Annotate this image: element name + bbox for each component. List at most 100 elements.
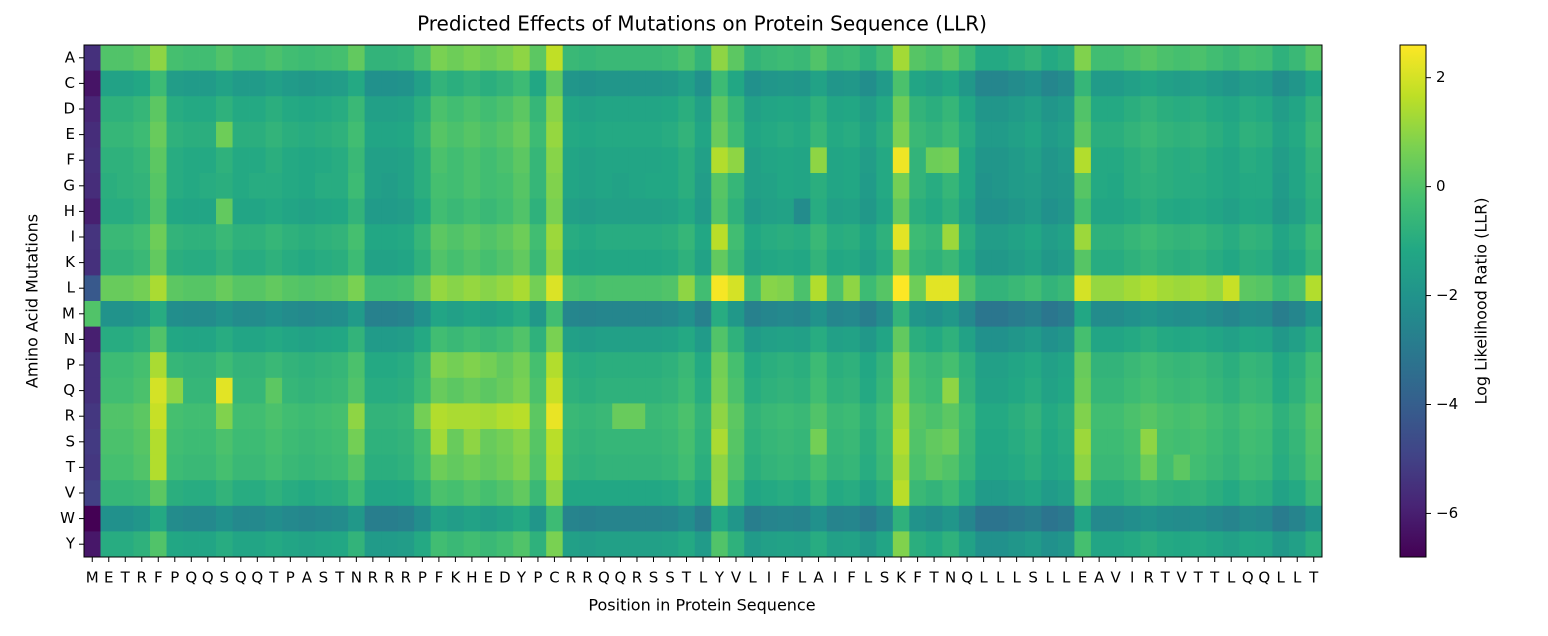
heatmap-cell xyxy=(1173,96,1191,123)
heatmap-cell xyxy=(315,173,332,199)
heatmap-cell xyxy=(546,301,564,327)
heatmap-cell xyxy=(1239,70,1257,97)
heatmap-cell xyxy=(1255,377,1273,404)
heatmap-cell xyxy=(1272,301,1290,327)
y-tick-label: K xyxy=(65,253,76,271)
heatmap-cell xyxy=(397,352,415,379)
heatmap-cell xyxy=(1305,96,1323,123)
heatmap-cell xyxy=(793,326,811,353)
heatmap-cell xyxy=(364,121,382,148)
heatmap-cell xyxy=(991,480,1009,507)
heatmap-cell xyxy=(1272,45,1290,71)
heatmap-cell xyxy=(414,224,432,251)
heatmap-cell xyxy=(991,173,1009,199)
heatmap-cell xyxy=(859,224,877,251)
heatmap-cell xyxy=(975,352,993,379)
heatmap-cell xyxy=(1024,173,1042,199)
heatmap-cell xyxy=(1090,531,1108,558)
heatmap-cell xyxy=(1305,173,1323,199)
heatmap-cell xyxy=(1123,198,1141,225)
heatmap-cell xyxy=(942,301,960,327)
heatmap-cell xyxy=(348,352,366,379)
heatmap-cell xyxy=(249,505,266,532)
x-tick-label: E xyxy=(1078,569,1087,587)
heatmap-cell xyxy=(612,121,630,148)
heatmap-cell xyxy=(166,377,184,404)
heatmap-cell xyxy=(447,531,465,558)
heatmap-cell xyxy=(727,429,745,455)
heatmap-cell xyxy=(1008,70,1026,97)
heatmap-cell xyxy=(810,224,828,251)
heatmap-cell xyxy=(628,45,646,71)
heatmap-cell xyxy=(1074,249,1092,276)
heatmap-cell xyxy=(562,454,580,481)
heatmap-cell xyxy=(1189,147,1207,174)
heatmap-cell xyxy=(975,301,993,327)
heatmap-cell xyxy=(150,429,167,455)
heatmap-cell xyxy=(1173,326,1191,353)
heatmap-cell xyxy=(166,198,184,225)
heatmap-cell xyxy=(265,173,283,199)
heatmap-cell xyxy=(513,224,531,251)
heatmap-cell xyxy=(265,480,283,507)
heatmap-cell xyxy=(1008,198,1026,225)
heatmap-cell xyxy=(1107,531,1125,558)
heatmap-cell xyxy=(216,326,233,353)
heatmap-cell xyxy=(1222,173,1240,199)
heatmap-cell xyxy=(1041,45,1059,71)
x-tick-label: T xyxy=(334,569,345,587)
heatmap-cell xyxy=(711,454,729,481)
heatmap-cell xyxy=(282,224,299,251)
heatmap-cell xyxy=(1305,301,1323,327)
heatmap-cell xyxy=(678,198,696,225)
heatmap-cell xyxy=(1074,147,1092,174)
heatmap-cell xyxy=(678,224,696,251)
heatmap-cell xyxy=(1074,96,1092,123)
heatmap-cell xyxy=(546,173,564,199)
heatmap-cell xyxy=(84,301,101,327)
heatmap-cell xyxy=(463,121,481,148)
heatmap-cell xyxy=(579,326,597,353)
heatmap-cell xyxy=(1057,198,1075,225)
heatmap-cell xyxy=(232,377,250,404)
heatmap-cell xyxy=(529,403,547,430)
heatmap-cell xyxy=(1041,96,1059,123)
heatmap-cell xyxy=(381,531,399,558)
heatmap-cell xyxy=(760,454,778,481)
heatmap-cell xyxy=(843,505,861,532)
heatmap-cell xyxy=(1041,249,1059,276)
heatmap-cell xyxy=(331,121,349,148)
heatmap-cell xyxy=(381,173,399,199)
heatmap-cell xyxy=(183,429,200,455)
heatmap-cell xyxy=(1189,454,1207,481)
heatmap-cell xyxy=(463,147,481,174)
heatmap-cell xyxy=(381,249,399,276)
heatmap-cell xyxy=(810,301,828,327)
heatmap-cell xyxy=(958,326,976,353)
heatmap-cell xyxy=(628,429,646,455)
heatmap-cell xyxy=(925,429,943,455)
heatmap-cell xyxy=(1255,301,1273,327)
heatmap-cell xyxy=(348,505,366,532)
y-tick-label: Y xyxy=(65,535,76,553)
heatmap-cell xyxy=(1057,96,1075,123)
heatmap-cell xyxy=(892,147,910,174)
heatmap-cell xyxy=(315,147,332,174)
heatmap-cell xyxy=(1008,480,1026,507)
heatmap-cell xyxy=(612,403,630,430)
heatmap-cell xyxy=(1239,45,1257,71)
heatmap-cell xyxy=(925,377,943,404)
heatmap-cell xyxy=(1189,224,1207,251)
heatmap-cell xyxy=(463,249,481,276)
heatmap-cell xyxy=(1090,377,1108,404)
heatmap-cell xyxy=(562,70,580,97)
heatmap-cell xyxy=(1074,480,1092,507)
heatmap-cell xyxy=(249,403,266,430)
heatmap-cell xyxy=(1057,275,1075,302)
heatmap-cell xyxy=(480,275,498,302)
heatmap-cell xyxy=(1057,147,1075,174)
heatmap-cell xyxy=(612,352,630,379)
heatmap-cell xyxy=(546,121,564,148)
heatmap-cell xyxy=(84,480,101,507)
heatmap-cell xyxy=(777,505,795,532)
